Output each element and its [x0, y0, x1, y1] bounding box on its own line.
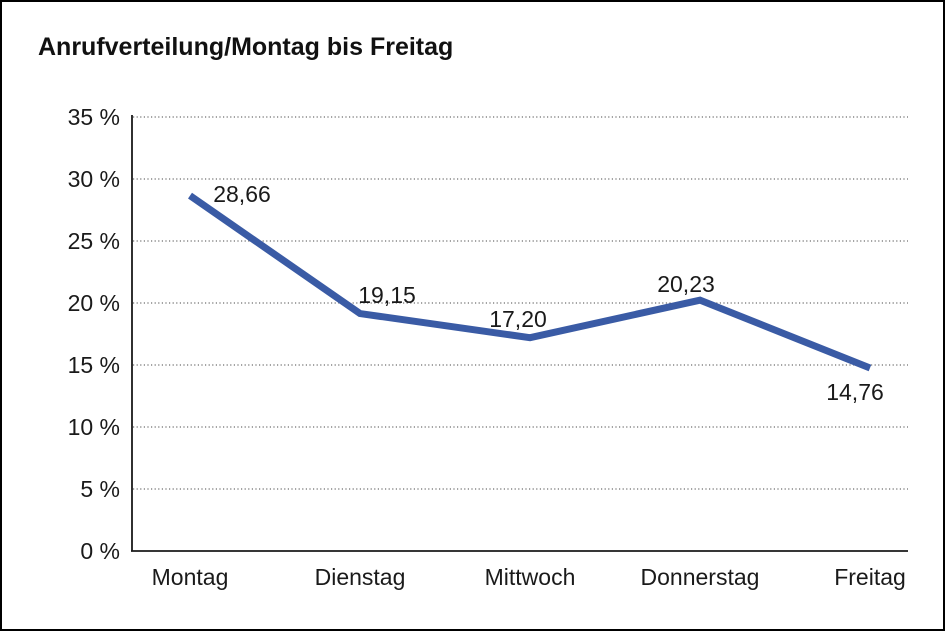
x-tick-label: Mittwoch	[485, 564, 576, 590]
data-line	[188, 192, 872, 372]
y-tick-label: 0 %	[80, 538, 120, 564]
y-tick-label: 30 %	[68, 166, 120, 192]
y-tick-label: 10 %	[68, 414, 120, 440]
y-tick-label: 35 %	[68, 104, 120, 130]
data-label: 17,20	[489, 306, 547, 332]
data-label: 20,23	[657, 271, 715, 297]
chart-title: Anrufverteilung/Montag bis Freitag	[38, 33, 454, 61]
y-tick-label: 15 %	[68, 352, 120, 378]
x-tick-label: Freitag	[834, 564, 906, 590]
x-tick-label: Montag	[152, 564, 229, 590]
y-tick-label: 25 %	[68, 228, 120, 254]
x-tick-label: Donnerstag	[641, 564, 760, 590]
x-tick-label: Dienstag	[315, 564, 406, 590]
data-label: 28,66	[213, 181, 271, 207]
y-tick-label: 20 %	[68, 290, 120, 316]
data-label: 14,76	[826, 379, 884, 405]
y-tick-label: 5 %	[80, 476, 120, 502]
data-label: 19,15	[358, 282, 416, 308]
